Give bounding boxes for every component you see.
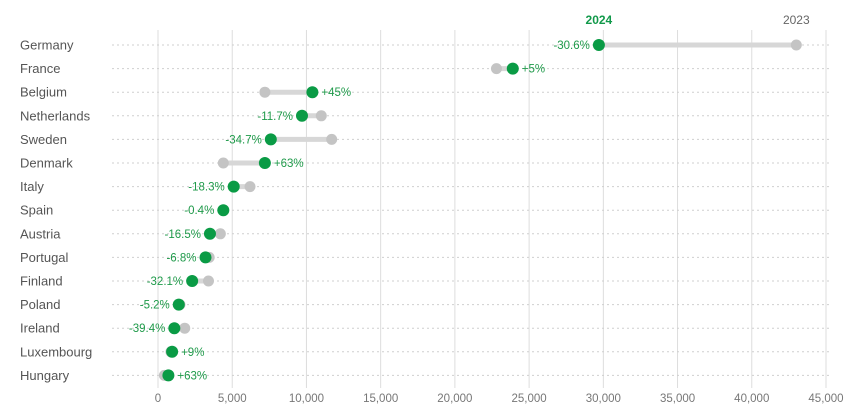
country-label: Hungary [20,368,70,383]
data-rows: Germany -30.6% France +5% Belgium +45% Netherl… [20,38,832,383]
legend-2023: 2023 [783,13,810,27]
country-row: France +5% [20,61,832,76]
legend: 2024 2023 [586,13,810,27]
change-label: +9% [181,347,204,359]
country-row: Denmark +63% [20,156,832,171]
country-row: Finland -32.1% [20,274,832,289]
change-label: -5.2% [140,300,170,312]
country-row: Austria -16.5% [20,226,832,241]
country-row: Sweden -34.7% [20,132,832,147]
x-tick-label: 35,000 [660,393,695,405]
country-label: Ireland [20,321,60,336]
country-label: Germany [20,38,74,53]
x-tick-label: 0 [155,393,161,405]
change-label: -39.4% [129,323,165,335]
change-label: -30.6% [553,40,589,52]
change-label: -18.3% [188,182,224,194]
country-row: Hungary +63% [20,368,832,383]
point-2024 [227,180,240,193]
change-label: +63% [274,158,304,170]
x-tick-label: 15,000 [363,393,398,405]
country-row: Ireland -39.4% [20,321,832,336]
change-label: -0.4% [184,205,214,217]
point-2023 [315,110,327,122]
legend-2024: 2024 [586,13,613,27]
country-label: Denmark [20,156,73,171]
change-label: +63% [177,370,207,382]
point-2023 [202,275,214,287]
point-2024 [168,322,181,335]
change-label: +5% [522,64,545,76]
change-label: -32.1% [147,276,183,288]
x-tick-label: 45,000 [808,393,843,405]
point-2024 [506,62,519,75]
country-row: Portugal -6.8% [20,250,832,265]
point-2024 [306,86,319,99]
point-2023 [490,63,502,75]
country-row: Netherlands -11.7% [20,108,832,123]
change-label: -11.7% [257,111,293,123]
point-2023 [790,39,802,51]
point-2024 [217,204,230,217]
country-label: France [20,61,60,76]
x-axis: 0 5,000 10,000 15,000 20,000 25,000 30,000 35,0… [155,393,844,405]
change-label: -6.8% [166,252,196,264]
country-label: Finland [20,274,63,289]
point-2024 [186,275,199,287]
point-2024 [258,157,271,169]
country-label: Poland [20,297,60,312]
x-tick-label: 20,000 [437,393,472,405]
point-2024 [295,109,308,122]
grid [157,30,827,388]
point-2024 [592,39,605,51]
x-tick-label: 30,000 [586,393,621,405]
country-label: Sweden [20,132,67,147]
country-row: Luxembourg +9% [20,344,832,359]
point-2024 [166,345,179,358]
point-2024 [172,298,185,311]
point-2023 [326,133,338,145]
point-2023 [259,86,271,98]
x-tick-label: 5,000 [218,393,247,405]
country-label: Portugal [20,250,69,265]
country-row: Spain -0.4% [20,203,832,218]
point-2024 [203,227,216,240]
point-2023 [214,228,226,240]
x-tick-label: 40,000 [734,393,769,405]
country-row: Belgium +45% [20,85,832,100]
x-tick-label: 25,000 [512,393,547,405]
country-label: Austria [20,226,61,241]
country-row: Germany -30.6% [20,38,832,53]
country-label: Belgium [20,85,67,100]
change-label: -34.7% [225,134,261,146]
point-2023 [217,157,229,169]
change-label: +45% [321,87,351,99]
point-2024 [162,369,175,382]
country-label: Luxembourg [20,344,92,359]
country-row: Poland -5.2% [20,297,832,312]
country-label: Italy [20,179,44,194]
country-label: Spain [20,203,53,218]
point-2024 [264,133,277,146]
point-2023 [244,181,256,193]
change-label: -16.5% [165,229,201,241]
country-row: Italy -18.3% [20,179,832,194]
point-2024 [199,251,212,264]
point-2023 [179,322,191,334]
country-label: Netherlands [20,108,91,123]
x-tick-label: 10,000 [289,393,324,405]
